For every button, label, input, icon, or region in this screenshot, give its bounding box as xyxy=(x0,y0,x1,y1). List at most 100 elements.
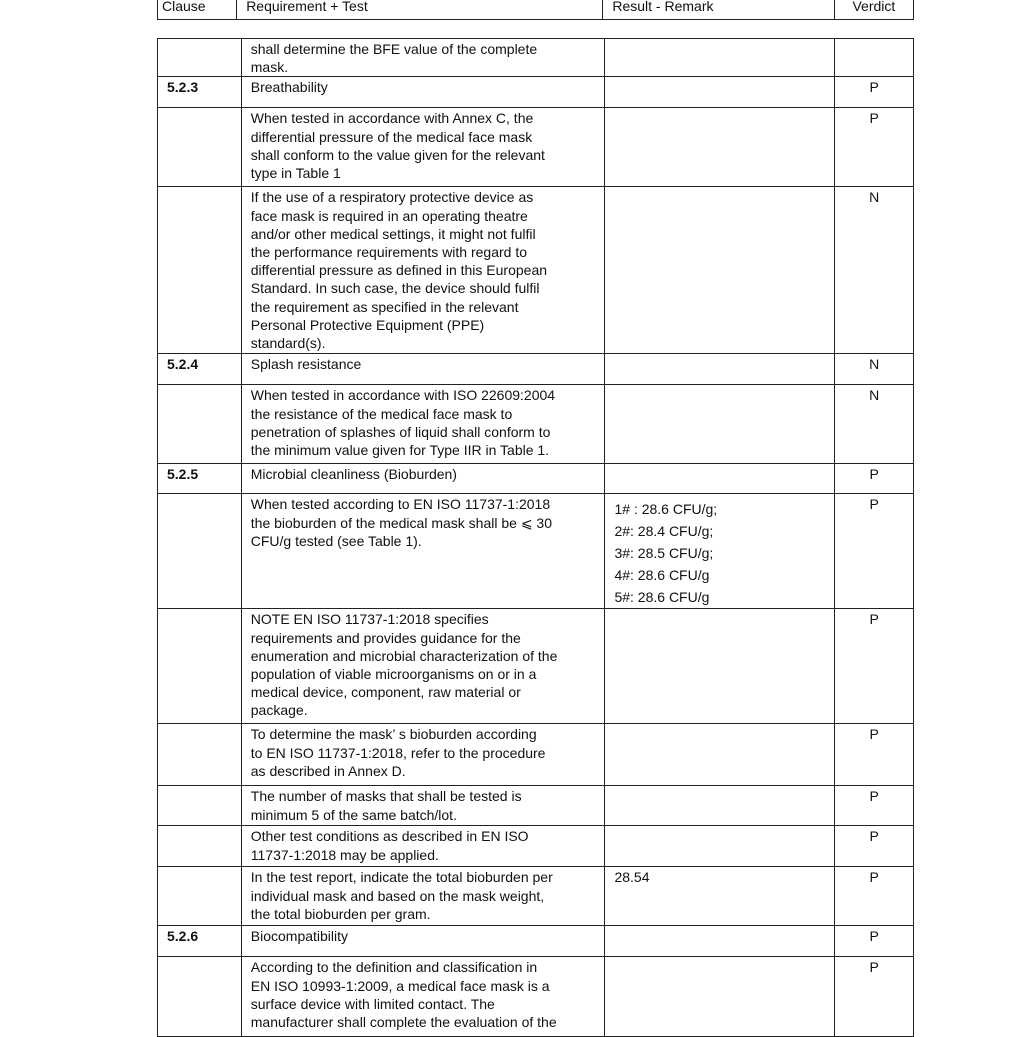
requirement-line: If the use of a respiratory protective d… xyxy=(250,189,534,206)
table-row: 5.2.5 Microbial cleanliness (Bioburden) P xyxy=(157,463,914,495)
clause-cell xyxy=(157,186,242,355)
requirement-line: population of viable microorganisms on o… xyxy=(250,666,537,683)
result-remark-cell xyxy=(604,925,836,958)
requirement-line: penetration of splashes of liquid shall … xyxy=(250,423,551,440)
verdict-cell: P xyxy=(834,723,914,787)
requirement-cell: When tested according to EN ISO 11737-1:… xyxy=(240,493,606,610)
remark-line: 4#: 28.6 CFU/g xyxy=(614,567,710,584)
requirement-line: 11737-1:2018 may be applied. xyxy=(250,846,439,863)
requirement-cell: According to the definition and classifi… xyxy=(240,956,606,1037)
requirement-line: Other test conditions as described in EN… xyxy=(250,828,529,845)
result-remark-cell: 1# : 28.6 CFU/g; 2#: 28.4 CFU/g; 3#: 28.5 … xyxy=(604,493,836,610)
requirement-line: The number of masks that shall be tested… xyxy=(250,788,522,805)
requirement-cell: Splash resistance xyxy=(240,353,606,386)
table-row: When tested in accordance with ISO 22609… xyxy=(157,384,914,465)
requirement-line: the requirement as specified in the rele… xyxy=(250,298,519,315)
requirement-line: type in Table 1 xyxy=(250,165,341,182)
table-row: shall determine the BFE value of the com… xyxy=(157,37,914,78)
requirement-line: as described in Annex D. xyxy=(250,762,406,779)
clause-cell xyxy=(157,825,242,868)
verdict-cell: P xyxy=(834,76,914,109)
result-remark-cell xyxy=(604,785,836,827)
verdict-cell: P xyxy=(834,107,914,188)
result-remark-cell xyxy=(604,956,836,1037)
requirement-line: To determine the mask’ s bioburden accor… xyxy=(250,726,537,743)
table-row: In the test report, indicate the total b… xyxy=(157,866,914,927)
requirement-line: Splash resistance xyxy=(250,356,362,373)
requirement-line: Personal Protective Equipment (PPE) xyxy=(250,316,485,333)
verdict-cell: P xyxy=(834,925,914,958)
verdict-cell: P xyxy=(834,866,914,927)
verdict-cell: P xyxy=(834,785,914,827)
requirement-line: package. xyxy=(250,702,308,719)
requirement-line: the performance requirements with regard… xyxy=(250,244,528,261)
requirement-line: requirements and provides guidance for t… xyxy=(250,629,521,646)
requirement-line: According to the definition and classifi… xyxy=(250,959,538,976)
result-remark-cell xyxy=(604,107,836,188)
requirement-cell: If the use of a respiratory protective d… xyxy=(240,186,606,355)
remark-line: 3#: 28.5 CFU/g; xyxy=(614,545,714,562)
table-row: If the use of a respiratory protective d… xyxy=(157,186,914,355)
requirement-line: individual mask and based on the mask we… xyxy=(250,887,545,904)
requirement-line: Standard. In such case, the device shoul… xyxy=(250,280,540,297)
requirement-line: the bioburden of the medical mask shall … xyxy=(250,514,553,531)
requirement-line: the minimum value given for Type IIR in … xyxy=(250,442,550,459)
requirement-cell: When tested in accordance with ISO 22609… xyxy=(240,384,606,465)
requirement-line: differential pressure as defined in this… xyxy=(250,262,548,279)
clause-cell: 5.2.4 xyxy=(157,353,242,386)
result-remark-cell: 28.54 xyxy=(604,866,836,927)
requirement-cell: Biocompatibility xyxy=(240,925,606,958)
remark-line: 5#: 28.6 CFU/g xyxy=(614,589,710,606)
header-verdict: Verdict xyxy=(833,0,915,20)
requirement-line: In the test report, indicate the total b… xyxy=(250,869,553,886)
requirement-line: EN ISO 10993-1:2009, a medical face mask… xyxy=(250,977,550,994)
requirements-table: shall determine the BFE value of the com… xyxy=(157,37,914,1037)
verdict-cell: P xyxy=(834,956,914,1037)
requirement-cell: Microbial cleanliness (Bioburden) xyxy=(240,463,606,495)
header-clause: Clause xyxy=(156,0,238,20)
requirement-line: manufacturer shall complete the evaluati… xyxy=(250,1014,557,1031)
requirement-line: mask. xyxy=(250,59,289,76)
table-row: The number of masks that shall be tested… xyxy=(157,785,914,827)
requirement-line: Breathability xyxy=(250,79,328,96)
requirement-cell: In the test report, indicate the total b… xyxy=(240,866,606,927)
clause-cell xyxy=(157,384,242,465)
requirement-line: the total bioburden per gram. xyxy=(250,905,431,922)
requirement-line: the resistance of the medical face mask … xyxy=(250,405,513,422)
table-row: When tested in accordance with Annex C, … xyxy=(157,107,914,188)
clause-cell xyxy=(157,493,242,610)
table-row: To determine the mask’ s bioburden accor… xyxy=(157,723,914,787)
requirement-line: Microbial cleanliness (Bioburden) xyxy=(250,466,457,483)
result-remark-cell xyxy=(604,353,836,386)
clause-cell xyxy=(157,107,242,188)
requirement-line: standard(s). xyxy=(250,335,326,352)
requirement-line: enumeration and microbial characterizati… xyxy=(250,647,558,664)
verdict-cell: P xyxy=(834,825,914,868)
clause-cell: 5.2.3 xyxy=(157,76,242,109)
requirement-line: When tested according to EN ISO 11737-1:… xyxy=(250,496,551,513)
table-row: 5.2.3 Breathability P xyxy=(157,76,914,109)
remark-line: 1# : 28.6 CFU/g; xyxy=(614,501,718,518)
header-requirement: Requirement + Test xyxy=(236,0,604,20)
requirement-cell: Breathability xyxy=(240,76,606,109)
clause-cell: 5.2.6 xyxy=(157,925,242,958)
requirement-line: and/or other medical settings, it might … xyxy=(250,225,536,242)
result-remark-cell xyxy=(604,186,836,355)
requirement-line: to EN ISO 11737-1:2018, refer to the pro… xyxy=(250,744,546,761)
result-remark-cell xyxy=(604,463,836,495)
result-remark-cell xyxy=(604,825,836,868)
requirement-line: shall determine the BFE value of the com… xyxy=(250,41,538,57)
requirement-cell: The number of masks that shall be tested… xyxy=(240,785,606,827)
table-row: NOTE EN ISO 11737-1:2018 specifies requir… xyxy=(157,608,914,725)
requirement-cell: Other test conditions as described in EN… xyxy=(240,825,606,868)
table-row: According to the definition and classifi… xyxy=(157,956,914,1037)
column-header-table: Clause Requirement + Test Result - Remar… xyxy=(156,0,915,20)
requirement-line: medical device, component, raw material … xyxy=(250,684,521,701)
requirement-line: Biocompatibility xyxy=(250,928,349,945)
requirement-line: CFU/g tested (see Table 1). xyxy=(250,532,422,549)
clause-cell xyxy=(157,37,242,78)
clause-cell xyxy=(157,608,242,725)
result-remark-cell xyxy=(604,37,836,78)
result-remark-cell xyxy=(604,76,836,109)
verdict-cell: N xyxy=(834,186,914,355)
